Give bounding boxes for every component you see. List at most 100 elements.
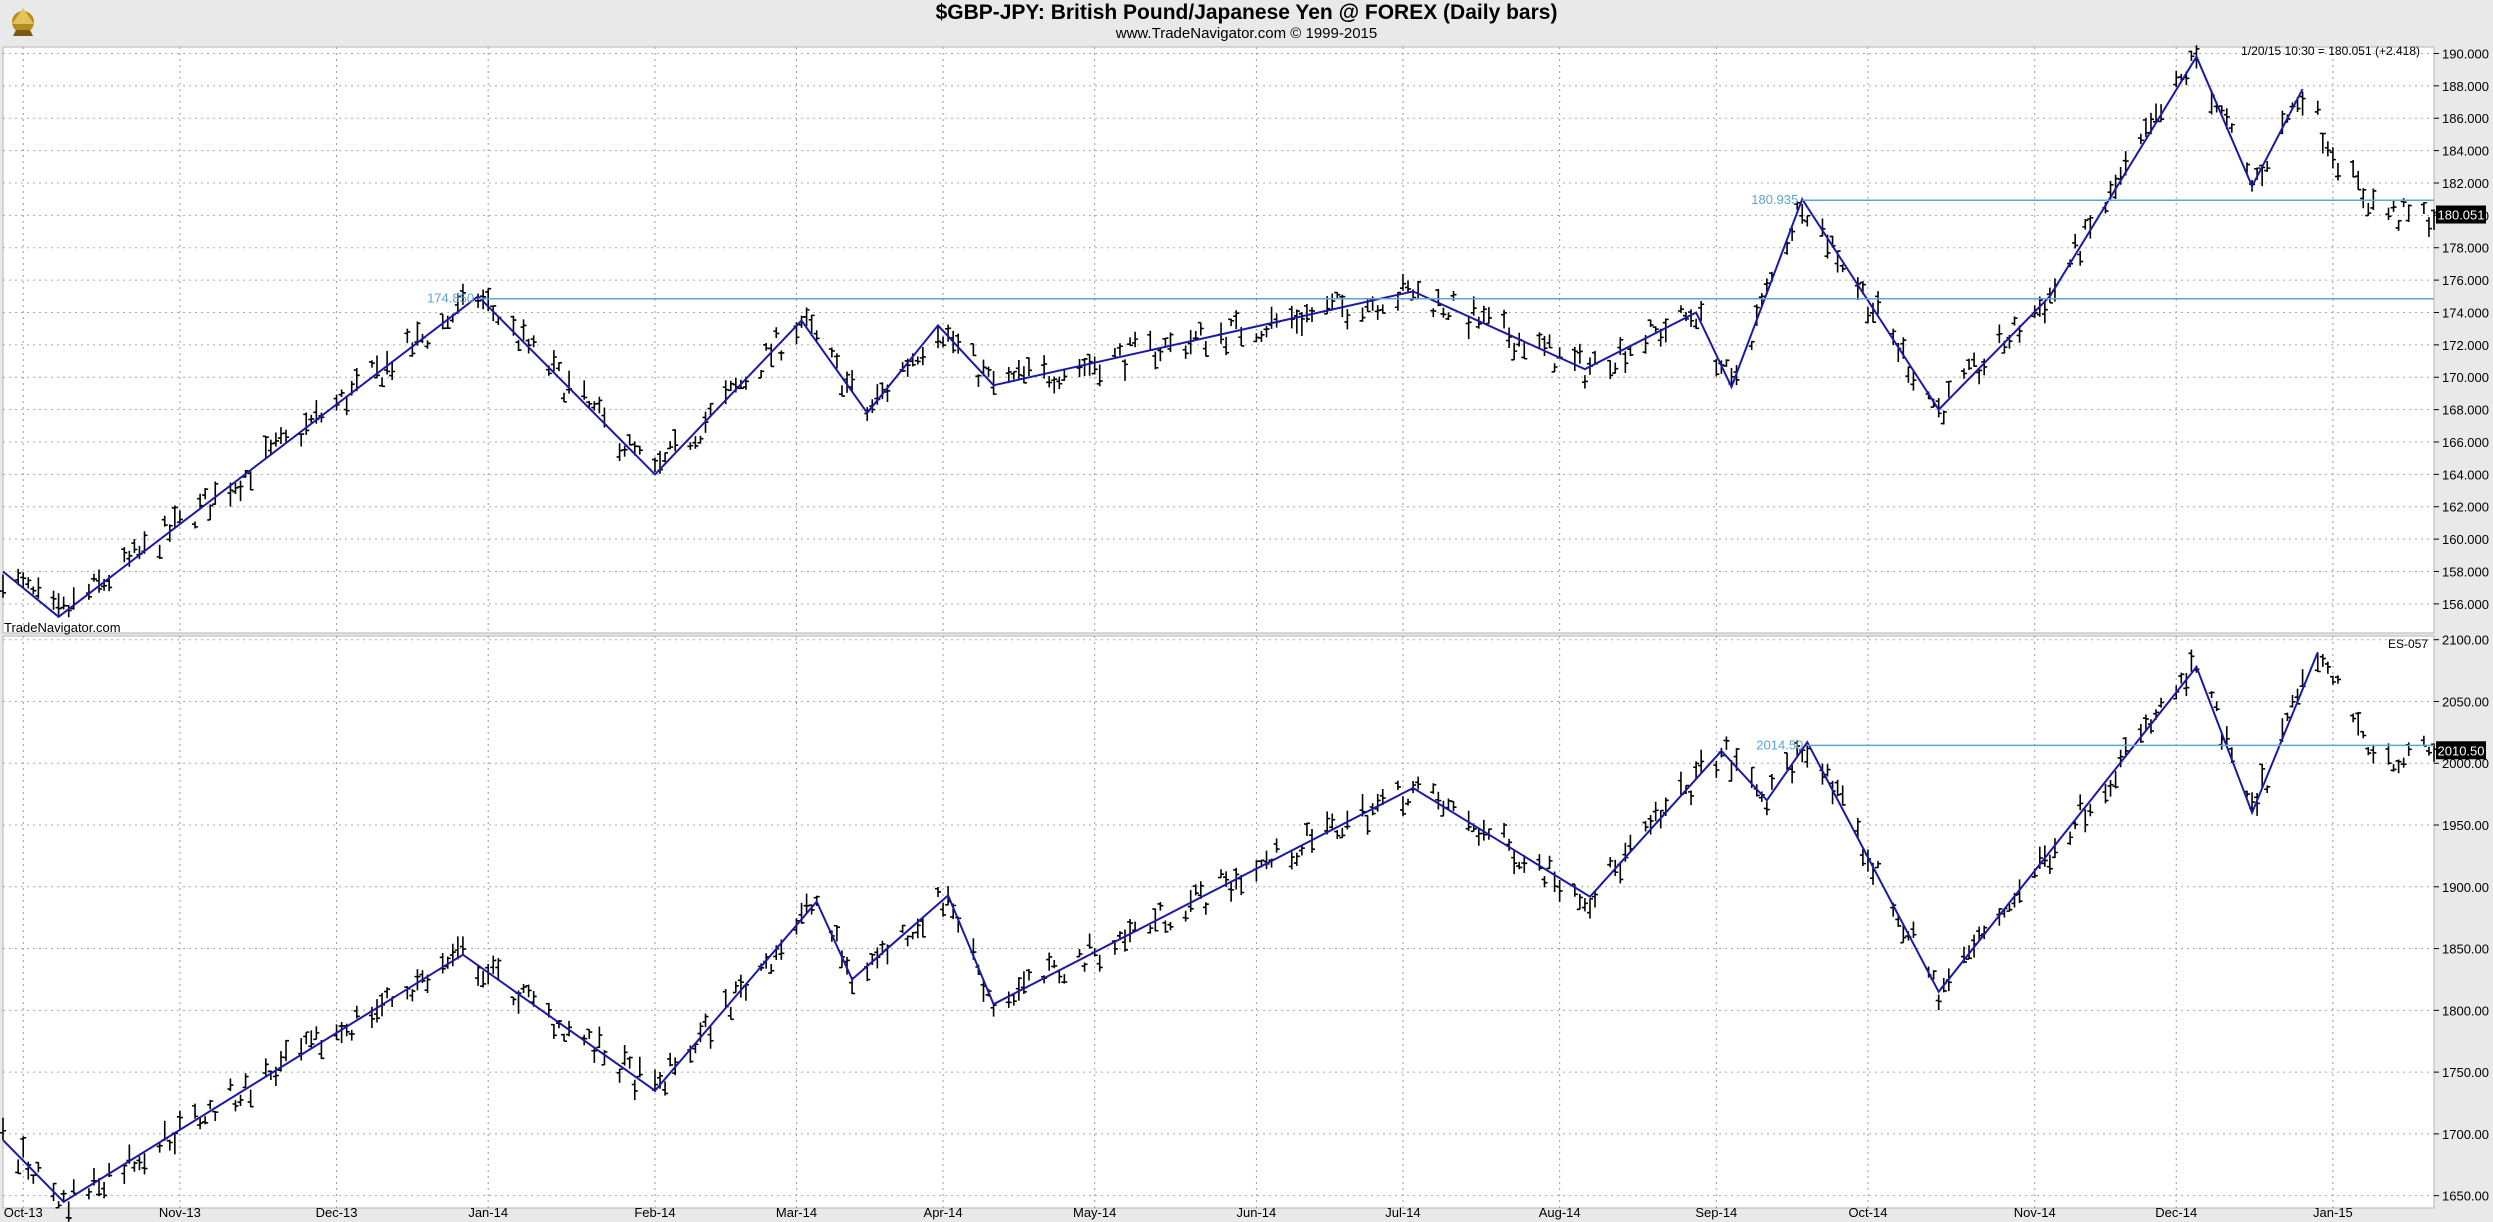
price-bar xyxy=(136,1156,143,1171)
price-bar xyxy=(1056,376,1063,389)
price-bar xyxy=(1627,345,1634,356)
y-tick-label-top: 190.000 xyxy=(2442,46,2489,61)
price-bar xyxy=(2051,838,2058,859)
price-bar xyxy=(1976,368,1983,385)
price-bar xyxy=(1890,328,1897,346)
price-bar xyxy=(1581,898,1588,912)
price-bar xyxy=(30,1174,37,1184)
price-bar xyxy=(1576,894,1583,911)
price-bar xyxy=(171,505,178,529)
price-bar xyxy=(1233,310,1240,330)
price-bar xyxy=(2370,744,2377,764)
price-bar xyxy=(1157,347,1164,362)
price-bar xyxy=(1440,307,1447,318)
price-bar xyxy=(283,1039,290,1062)
price-bar xyxy=(586,1028,593,1039)
price-bar xyxy=(303,1031,310,1045)
price-bar xyxy=(1399,273,1406,291)
price-bar xyxy=(166,1139,173,1151)
price-bar xyxy=(409,989,416,1002)
y-tick-label-top: 182.000 xyxy=(2442,176,2489,191)
price-bar xyxy=(2077,794,2084,811)
price-bar xyxy=(2329,147,2336,169)
price-bar xyxy=(490,305,497,322)
price-bar xyxy=(1046,376,1053,388)
last-value-box-bottom xyxy=(2436,741,2486,760)
price-bar xyxy=(2360,730,2367,739)
price-bar xyxy=(1662,318,1669,343)
price-bar xyxy=(1688,790,1695,806)
price-bar xyxy=(631,1079,638,1101)
price-bar xyxy=(732,981,739,994)
price-bar xyxy=(96,569,103,593)
price-bar xyxy=(444,315,451,330)
price-bar xyxy=(2400,757,2407,768)
price-bar xyxy=(1864,307,1871,324)
price-bar xyxy=(65,605,72,618)
price-bar xyxy=(1096,364,1103,387)
price-bar xyxy=(616,1068,623,1083)
price-bar xyxy=(1698,300,1705,321)
price-bar xyxy=(566,1020,573,1037)
price-bar xyxy=(459,936,466,955)
price-bar xyxy=(2188,649,2195,672)
y-tick-label-bottom: 1800.00 xyxy=(2442,1003,2489,1018)
price-bar xyxy=(1592,890,1599,908)
price-bar xyxy=(2324,661,2331,674)
price-bar xyxy=(651,457,658,473)
y-tick-label-top: 166.000 xyxy=(2442,435,2489,450)
price-bar xyxy=(596,396,603,414)
price-bar xyxy=(1122,929,1128,952)
y-tick-label-top: 160.000 xyxy=(2442,532,2489,547)
price-bar xyxy=(0,1117,6,1140)
price-bar xyxy=(1910,921,1917,938)
price-bar xyxy=(454,293,461,314)
price-bar xyxy=(2425,217,2432,237)
price-bar xyxy=(626,1056,633,1069)
price-bar xyxy=(1430,308,1437,318)
price-bar xyxy=(1470,296,1477,316)
price-bar xyxy=(2183,672,2190,697)
x-tick-label: Apr-14 xyxy=(924,1205,963,1220)
price-bar xyxy=(2082,219,2089,230)
price-bar xyxy=(1076,358,1083,378)
x-tick-label: Jan-14 xyxy=(468,1205,508,1220)
price-bar xyxy=(803,307,810,327)
y-tick-label-top: 174.000 xyxy=(2442,305,2489,320)
price-bar xyxy=(2254,792,2261,816)
price-bar xyxy=(2370,188,2377,210)
price-bar xyxy=(2112,771,2119,789)
price-bar xyxy=(1966,358,1973,371)
price-bar xyxy=(1228,880,1235,902)
price-bar xyxy=(1612,362,1619,374)
price-bar xyxy=(495,958,502,981)
price-bar xyxy=(1536,332,1543,350)
x-tick-label: Nov-14 xyxy=(2014,1205,2056,1220)
price-bar xyxy=(1182,910,1189,922)
price-bar xyxy=(1688,309,1695,328)
price-bar xyxy=(636,445,643,455)
price-bar xyxy=(1521,855,1528,873)
price-bar xyxy=(247,1089,254,1108)
price-bar xyxy=(1147,925,1154,934)
price-bar xyxy=(985,366,992,377)
price-bar xyxy=(121,1164,128,1185)
price-bar xyxy=(935,886,941,898)
price-bar xyxy=(1005,991,1012,1008)
price-bar xyxy=(914,356,921,365)
price-bar xyxy=(692,436,699,449)
price-bar xyxy=(1960,368,1967,379)
price-bar xyxy=(303,412,310,435)
y-tick-label-top: 186.000 xyxy=(2442,111,2489,126)
price-bar xyxy=(1303,822,1310,836)
price-bar xyxy=(758,369,765,379)
price-bar xyxy=(636,1056,643,1078)
price-bar xyxy=(1571,346,1578,371)
price-bar xyxy=(156,1142,163,1153)
x-tick-label: Sep-14 xyxy=(1695,1205,1737,1220)
price-bar xyxy=(1981,358,1988,376)
price-bar xyxy=(2324,141,2331,157)
price-bar xyxy=(555,362,562,372)
price-bar xyxy=(940,902,947,917)
